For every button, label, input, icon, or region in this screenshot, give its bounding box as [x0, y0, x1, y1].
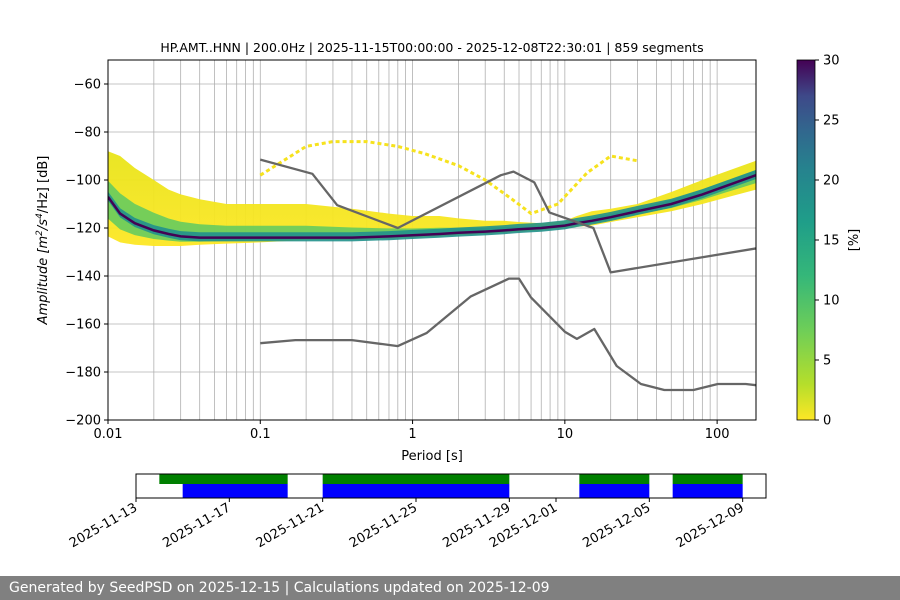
data-coverage-bar: [673, 474, 743, 484]
timeline-tick-label: 2025-11-21: [254, 500, 327, 551]
data-coverage-bar: [323, 474, 510, 484]
y-tick-label: −160: [65, 318, 101, 333]
timeline-tick-label: 2025-11-13: [67, 500, 140, 551]
colorbar-tick-label: 20: [823, 174, 840, 189]
timeline-tick-label: 2025-11-25: [347, 500, 420, 551]
data-coverage-bar: [159, 474, 287, 484]
x-axis-label: Period [s]: [401, 449, 463, 464]
colorbar-label: [%]: [847, 229, 862, 252]
y-axis-label: Amplitude [m2/s4/Hz] [dB]: [35, 156, 51, 326]
figure: HP.AMT..HNN | 200.0Hz | 2025-11-15T00:00…: [0, 0, 900, 600]
colorbar-tick-label: 10: [823, 294, 840, 309]
psd-coverage-bar: [579, 484, 649, 498]
data-coverage-bar: [579, 474, 649, 484]
psd-coverage-bar: [183, 484, 288, 498]
psd-plot-area: 0.01 0.1 1 10 100 −60 −80 −100 −120 −140 −160 −180…: [65, 60, 756, 442]
colorbar-tick-label: 5: [823, 354, 831, 369]
x-tick-label: 0.01: [94, 427, 123, 442]
timeline-tick-label: 2025-12-09: [674, 500, 747, 551]
y-axis-label-end: /Hz] [dB]: [36, 156, 51, 214]
colorbar-ticks: 0 5 10 15 20 25 30: [815, 54, 840, 429]
coverage-timeline: 2025-11-13 2025-11-17 2025-11-21 2025-11-25…: [67, 474, 766, 551]
timeline-date-ticks: 2025-11-13 2025-11-17 2025-11-21 2025-11-25…: [67, 498, 747, 551]
psd-coverage-bar: [323, 484, 510, 498]
x-tick-label: 10: [557, 427, 574, 442]
timeline-tick-label: 2025-12-05: [580, 500, 653, 551]
timeline-tick-label: 2025-11-17: [160, 500, 233, 551]
y-axis-label-mid: /s: [36, 219, 51, 231]
x-axis-ticks: 0.01 0.1 1 10 100: [94, 420, 730, 442]
y-axis-ticks: −60 −80 −100 −120 −140 −160 −180 −200: [65, 78, 108, 429]
footer-text: Generated by SeedPSD on 2025-12-15 | Cal…: [9, 580, 550, 596]
y-tick-label: −180: [65, 366, 101, 381]
y-tick-label: −120: [65, 222, 101, 237]
colorbar-gradient: [797, 60, 815, 420]
colorbar-tick-label: 25: [823, 114, 840, 129]
y-tick-label: −200: [65, 414, 101, 429]
y-tick-label: −100: [65, 174, 101, 189]
colorbar-tick-label: 0: [823, 414, 831, 429]
chart-title: HP.AMT..HNN | 200.0Hz | 2025-11-15T00:00…: [160, 40, 703, 55]
psd-coverage-bar: [673, 484, 743, 498]
x-tick-label: 1: [408, 427, 416, 442]
y-tick-label: −140: [65, 270, 101, 285]
x-tick-label: 0.1: [250, 427, 271, 442]
y-tick-label: −80: [74, 126, 101, 141]
x-tick-label: 100: [705, 427, 730, 442]
colorbar: 0 5 10 15 20 25 30 [%]: [797, 54, 862, 429]
y-axis-label-main: Amplitude [m: [36, 236, 51, 326]
y-tick-label: −60: [74, 78, 101, 93]
footer-banner: Generated by SeedPSD on 2025-12-15 | Cal…: [0, 576, 900, 600]
colorbar-tick-label: 30: [823, 54, 840, 69]
colorbar-tick-label: 15: [823, 234, 840, 249]
